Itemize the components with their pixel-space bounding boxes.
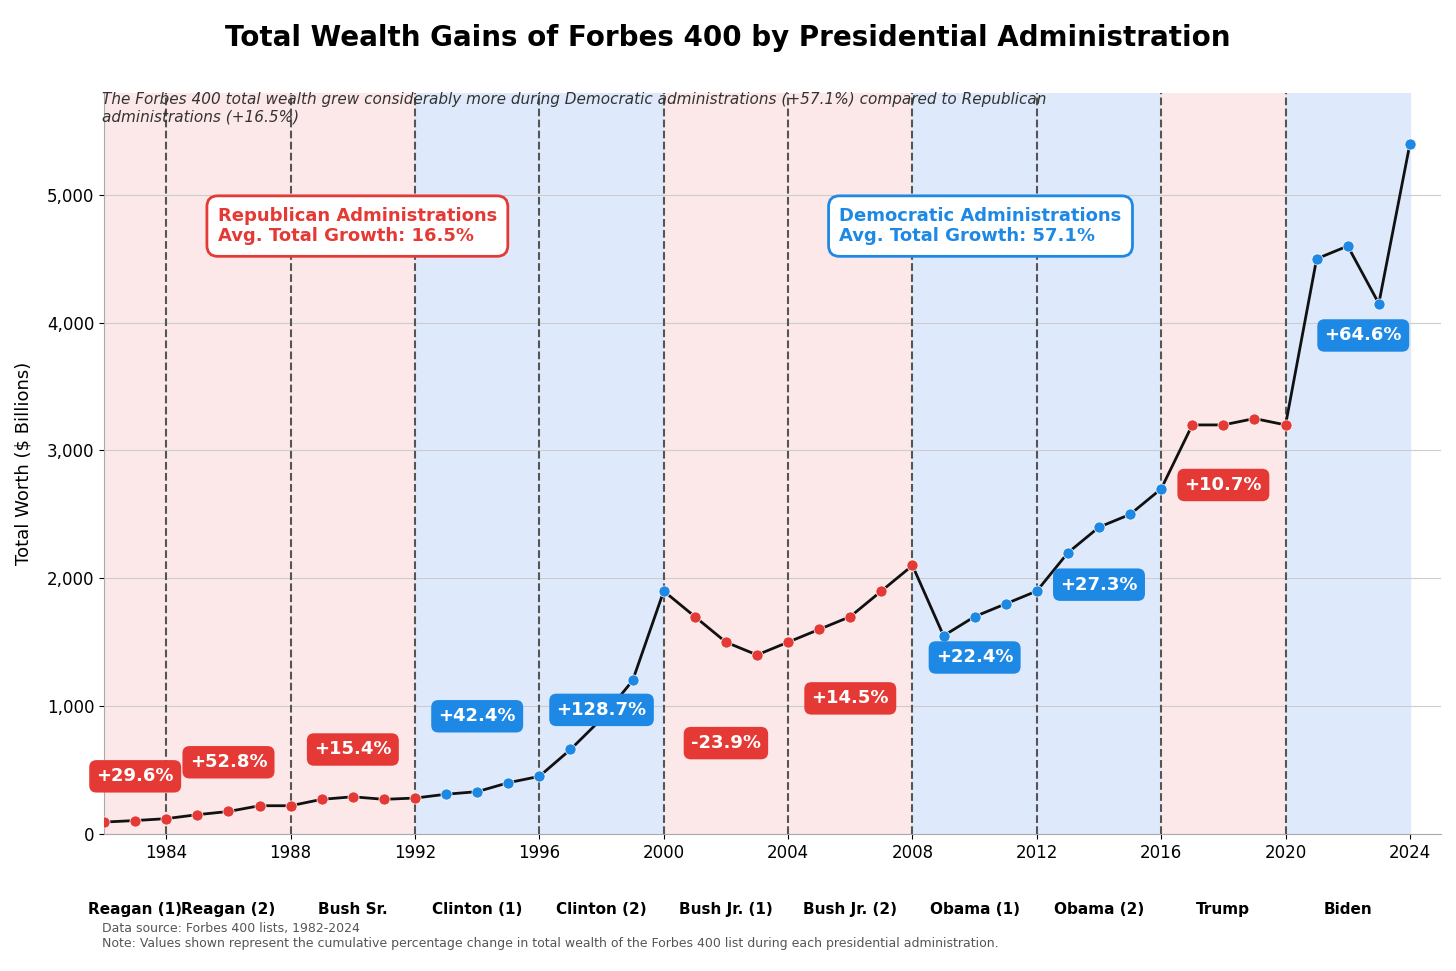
- Text: Clinton (2): Clinton (2): [556, 901, 646, 917]
- Text: +22.4%: +22.4%: [936, 649, 1013, 666]
- Text: The Forbes 400 total wealth grew considerably more during Democratic administrat: The Forbes 400 total wealth grew conside…: [102, 92, 1047, 124]
- Bar: [913, 92, 1037, 834]
- Bar: [291, 92, 415, 834]
- Text: Bush Jr. (1): Bush Jr. (1): [678, 901, 773, 917]
- Bar: [788, 92, 913, 834]
- Text: Bush Jr. (2): Bush Jr. (2): [804, 901, 897, 917]
- Bar: [539, 92, 664, 834]
- Bar: [664, 92, 788, 834]
- Text: Clinton (1): Clinton (1): [432, 901, 523, 917]
- Text: +29.6%: +29.6%: [96, 767, 173, 786]
- Text: Bush Sr.: Bush Sr.: [317, 901, 387, 917]
- Bar: [166, 92, 291, 834]
- Text: +52.8%: +52.8%: [189, 753, 268, 771]
- Text: Democratic Administrations
Avg. Total Growth: 57.1%: Democratic Administrations Avg. Total Gr…: [840, 207, 1121, 246]
- Text: -23.9%: -23.9%: [692, 734, 761, 753]
- Text: +64.6%: +64.6%: [1325, 326, 1402, 345]
- Bar: [415, 92, 539, 834]
- Text: +10.7%: +10.7%: [1185, 476, 1262, 494]
- Text: +27.3%: +27.3%: [1060, 576, 1137, 593]
- Bar: [1162, 92, 1286, 834]
- Text: Data source: Forbes 400 lists, 1982-2024
Note: Values shown represent the cumula: Data source: Forbes 400 lists, 1982-2024…: [102, 921, 999, 950]
- Text: Reagan (1): Reagan (1): [89, 901, 182, 917]
- Text: Obama (2): Obama (2): [1054, 901, 1144, 917]
- Text: Trump: Trump: [1197, 901, 1251, 917]
- Text: +128.7%: +128.7%: [556, 701, 646, 719]
- Text: +15.4%: +15.4%: [314, 741, 392, 758]
- Text: Reagan (2): Reagan (2): [182, 901, 275, 917]
- Bar: [1286, 92, 1409, 834]
- Text: +42.4%: +42.4%: [438, 707, 515, 725]
- Bar: [105, 92, 166, 834]
- Y-axis label: Total Worth ($ Billions): Total Worth ($ Billions): [15, 361, 33, 565]
- Text: Obama (1): Obama (1): [929, 901, 1019, 917]
- Text: Republican Administrations
Avg. Total Growth: 16.5%: Republican Administrations Avg. Total Gr…: [218, 207, 496, 246]
- Bar: [1037, 92, 1162, 834]
- Text: Total Wealth Gains of Forbes 400 by Presidential Administration: Total Wealth Gains of Forbes 400 by Pres…: [226, 24, 1230, 52]
- Text: Biden: Biden: [1324, 901, 1372, 917]
- Text: +14.5%: +14.5%: [811, 689, 890, 708]
